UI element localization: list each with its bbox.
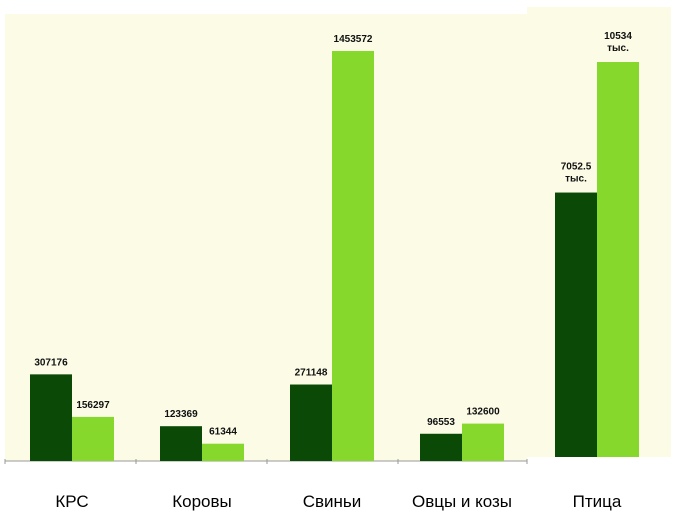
- data-label: 132600: [466, 407, 500, 418]
- data-label: 10534 тыс.: [604, 31, 632, 54]
- x-axis-ticks: [4, 459, 528, 464]
- bar-1: [420, 433, 462, 461]
- bar-2: [202, 443, 244, 461]
- category-label: Свиньи: [303, 492, 362, 511]
- bars: [30, 51, 639, 461]
- category-labels: КРС Коровы Свиньи Овцы и козы Птица: [55, 492, 622, 511]
- bar-1: [160, 426, 202, 461]
- category-label: КРС: [55, 492, 88, 511]
- data-label: 61344: [209, 427, 237, 438]
- bar-1: [555, 192, 597, 458]
- data-label: 307176: [34, 357, 68, 368]
- category-label: Птица: [573, 492, 622, 511]
- category-label: Овцы и козы: [412, 492, 512, 511]
- bar-1: [290, 384, 332, 461]
- data-label: 7052.5 тыс.: [561, 162, 592, 185]
- data-label: 271148: [295, 368, 328, 379]
- data-label: 96553: [427, 417, 455, 428]
- value-labels: 307176 156297 123369 61344 271148 1453572 9655…: [34, 31, 632, 438]
- data-label: 1453572: [334, 34, 373, 45]
- bar-2: [462, 423, 504, 461]
- data-label: 123369: [164, 409, 198, 420]
- bar-2: [332, 51, 374, 461]
- bar-2: [72, 416, 114, 461]
- category-label: Коровы: [172, 492, 232, 511]
- data-label: 156297: [76, 400, 110, 411]
- bar-1: [30, 374, 72, 461]
- plot-background-left: [5, 14, 527, 461]
- bar-2: [597, 62, 639, 457]
